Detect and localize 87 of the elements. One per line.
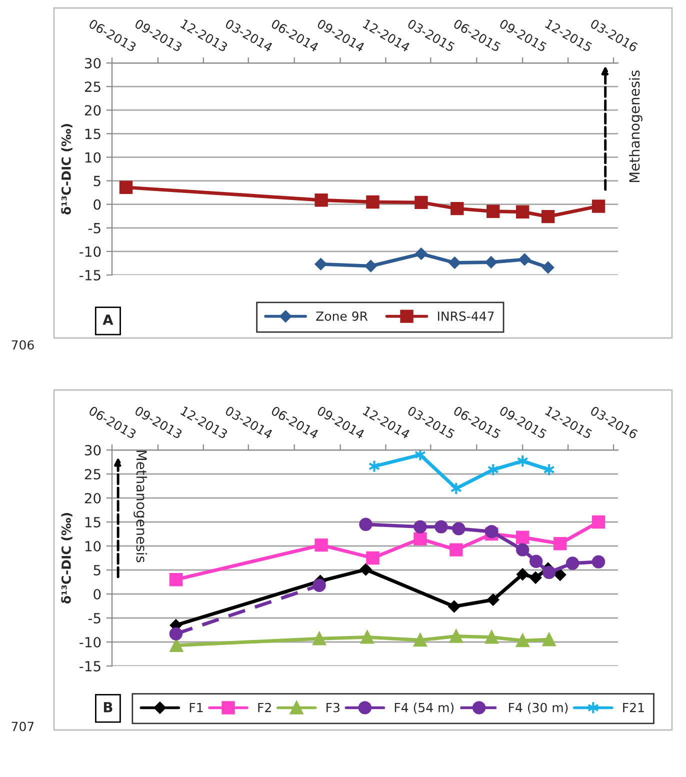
point <box>553 537 567 550</box>
point <box>360 630 374 644</box>
y-tick-label: 10 <box>85 540 101 552</box>
y-tick-label: 5 <box>94 176 100 186</box>
legend-label: Zone 9R <box>316 311 368 321</box>
point <box>566 556 580 570</box>
y-tick-label: 20 <box>84 492 101 504</box>
y-tick-label: 25 <box>84 468 100 480</box>
point <box>542 633 556 646</box>
point <box>450 202 464 216</box>
point <box>450 543 463 556</box>
point <box>516 530 530 544</box>
point <box>448 600 460 612</box>
y-tick-label: -10 <box>80 636 101 648</box>
y-tick-label: 15 <box>85 517 100 528</box>
y-tick-label: 0 <box>94 588 101 600</box>
point <box>529 554 543 568</box>
point <box>487 594 500 606</box>
point <box>516 634 530 648</box>
point <box>448 256 461 269</box>
point <box>592 200 606 213</box>
point <box>516 543 530 556</box>
point <box>485 256 498 268</box>
y-tick-label: 10 <box>85 152 101 163</box>
text: Methanogenesis <box>628 70 642 182</box>
point <box>366 551 380 565</box>
legend-label: F1 <box>190 702 203 712</box>
point <box>414 450 426 462</box>
point <box>452 522 466 536</box>
point <box>169 627 183 640</box>
text: B <box>104 702 112 712</box>
legend-label: F3 <box>326 702 340 712</box>
y-tick-label: -15 <box>80 661 100 672</box>
point <box>360 564 372 576</box>
point <box>592 515 606 529</box>
text: A <box>102 314 114 325</box>
point <box>530 572 542 584</box>
y-tick-label: 5 <box>94 565 100 576</box>
legend-label: F4 (54 m) <box>394 702 454 714</box>
y-axis-title: δ¹³C-DIC (‰) <box>61 124 72 215</box>
text: 707 <box>12 722 34 732</box>
legend-label: F4 (30 m) <box>509 702 568 714</box>
y-tick-label: -5 <box>88 223 100 234</box>
annotation: Methanogenesis <box>134 450 148 562</box>
text: 706 <box>12 340 34 350</box>
point <box>314 258 327 270</box>
point <box>486 204 500 218</box>
point <box>359 518 372 531</box>
point <box>414 532 427 546</box>
point <box>366 195 380 209</box>
point <box>314 538 328 552</box>
point <box>314 193 328 207</box>
point <box>554 568 566 581</box>
point <box>414 520 427 534</box>
y-tick-label: -10 <box>80 246 101 257</box>
y-tick-label: 30 <box>84 444 101 456</box>
y-tick-label: 20 <box>84 105 101 116</box>
point <box>312 578 326 592</box>
point <box>542 566 556 579</box>
y-tick-label: -15 <box>80 270 100 280</box>
legend-label: F21 <box>623 702 644 712</box>
point <box>364 260 377 272</box>
point <box>169 573 183 586</box>
point <box>592 555 606 568</box>
point <box>414 196 428 210</box>
point <box>119 180 133 194</box>
point <box>312 632 326 646</box>
point <box>516 205 530 218</box>
point <box>485 630 498 644</box>
y-tick-label: 0 <box>94 199 101 210</box>
point <box>414 633 427 647</box>
point <box>542 262 554 274</box>
legend-label: INRS-447 <box>438 311 494 321</box>
y-axis-title: δ¹³C-DIC (‰) <box>61 512 72 604</box>
point <box>516 568 529 580</box>
point <box>415 248 428 260</box>
point <box>518 253 531 266</box>
legend-label: F2 <box>258 702 271 712</box>
point <box>434 520 448 534</box>
y-tick-label: -5 <box>88 613 100 624</box>
y-tick-label: 30 <box>84 58 101 68</box>
point <box>450 630 463 643</box>
y-tick-label: 25 <box>84 82 100 92</box>
point <box>485 525 498 538</box>
point <box>170 638 184 652</box>
point <box>541 210 555 224</box>
y-tick-label: 15 <box>85 128 100 140</box>
